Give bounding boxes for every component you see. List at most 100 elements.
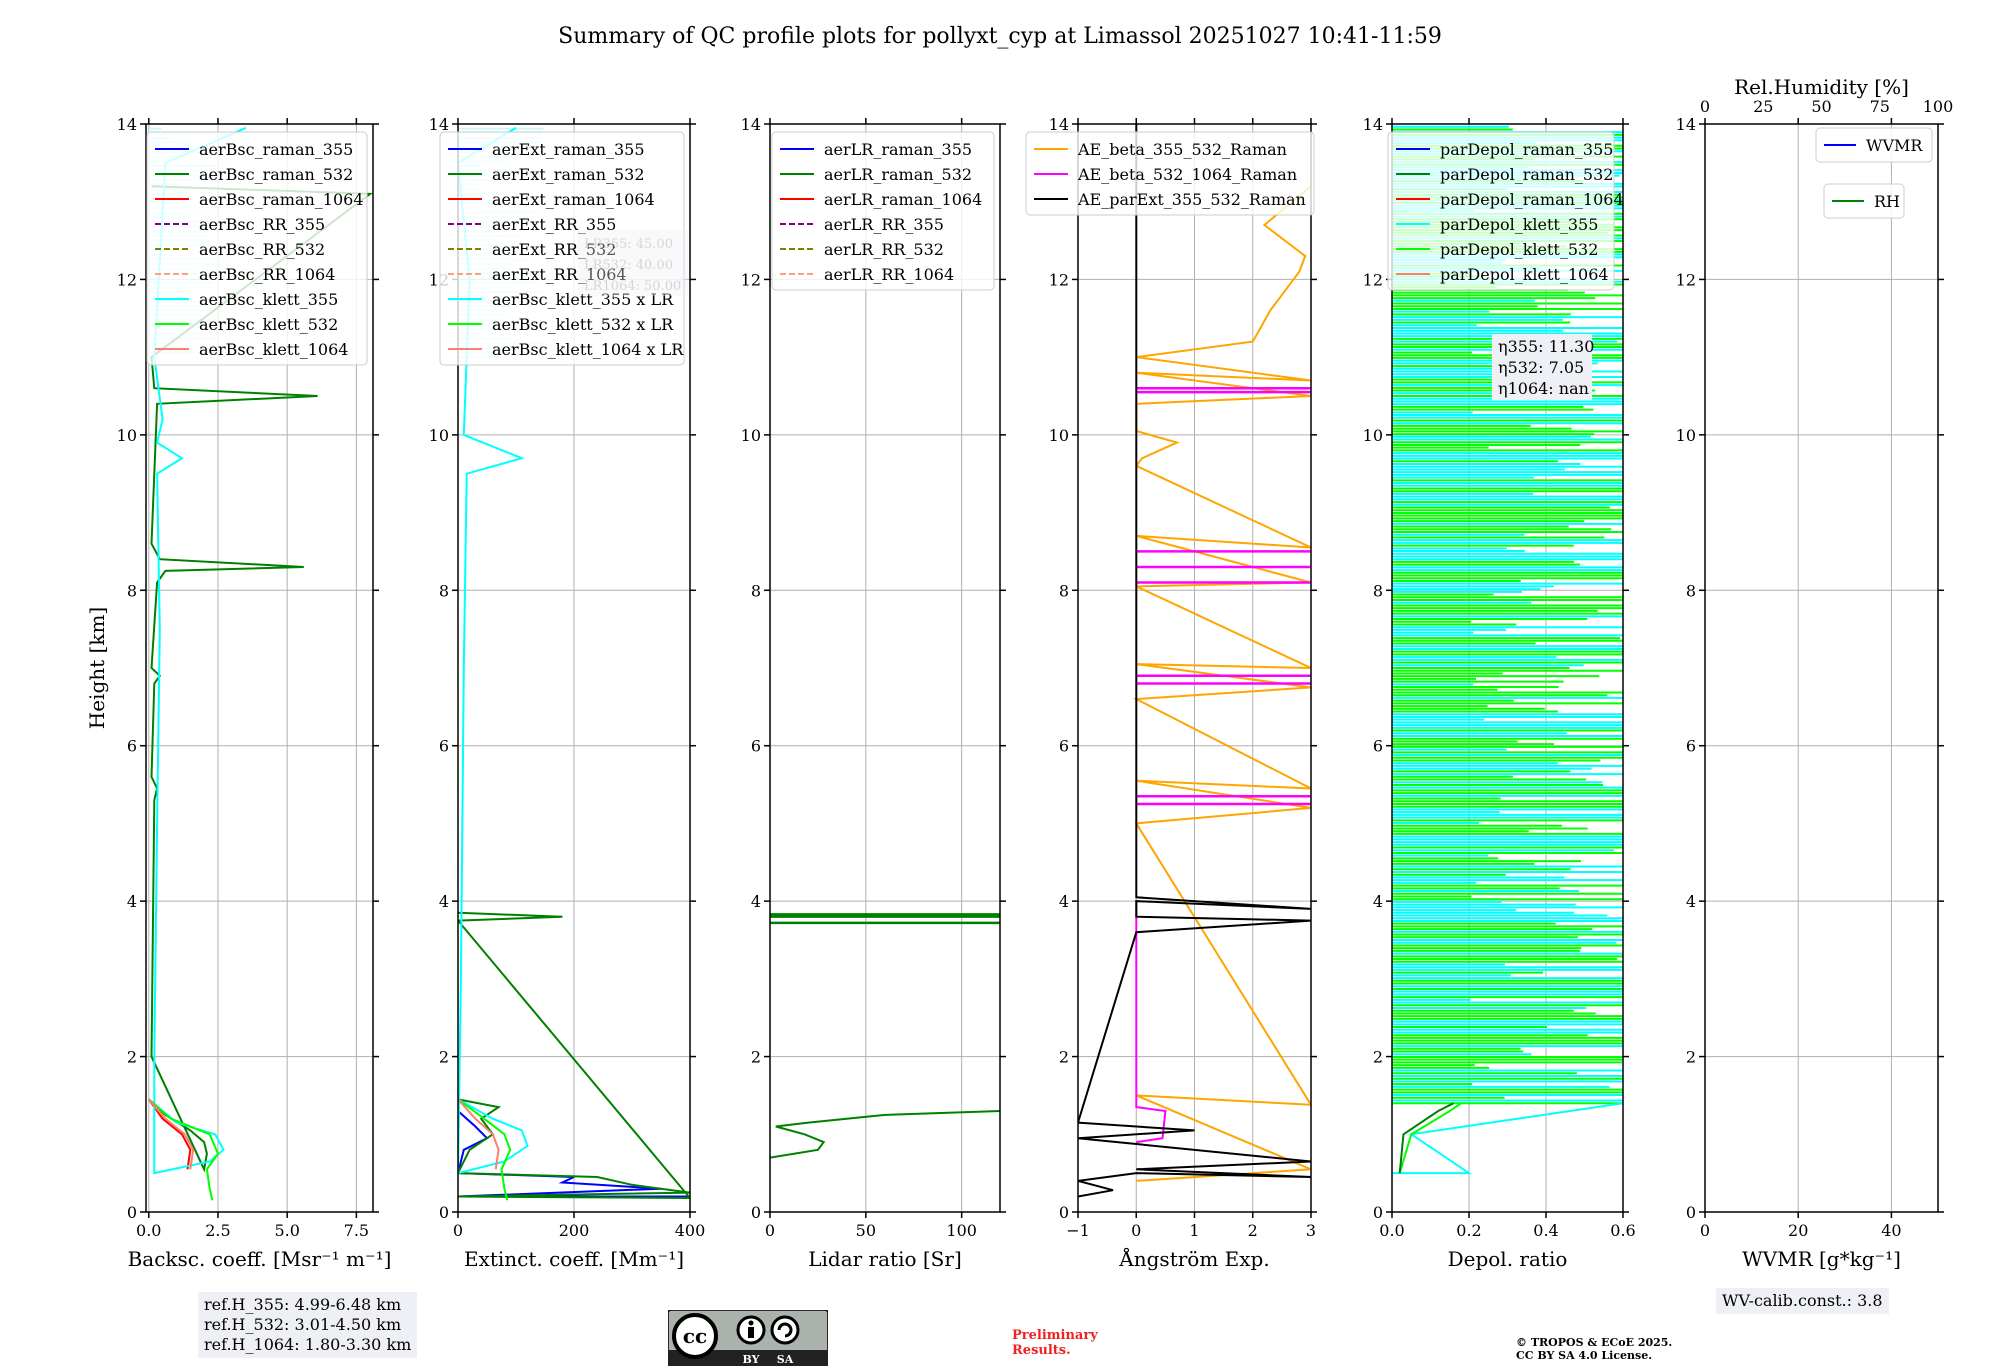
annotation-box: LR355: 45.00 LR532: 40.00 LR1064: 50.00 [578,230,688,296]
x-tick-label: 1 [1189,1221,1199,1240]
plot-area [770,913,1000,1159]
top-x-tick-label: 25 [1753,97,1773,116]
annotation-box: η355: 11.30 η532: 7.05 η1064: nan [1492,334,1594,400]
legend-label: aerBsc_raman_532 [199,165,353,184]
legend-label: parDepol_klett_1064 [1440,265,1609,284]
legend-label: AE_parExt_355_532_Raman [1077,190,1306,209]
y-tick-label: 14 [429,115,449,134]
y-tick-label: 10 [741,426,761,445]
cc-icon: cc [672,1313,718,1359]
legend-label: parDepol_klett_532 [1440,240,1598,259]
x-axis-label: WVMR [g*kg⁻¹] [1742,1247,1901,1271]
legend-label: aerLR_raman_1064 [824,190,982,209]
series-AE_beta_355_532_Raman [1132,185,1311,1182]
y-tick-label: 8 [127,581,137,600]
series-aerBsc_klett_355 [148,126,247,1175]
wv-calib-box: WV-calib.const.: 3.8 [1716,1288,1889,1314]
y-tick-label: 8 [751,581,761,600]
x-tick-label: 2 [1248,1221,1258,1240]
legend-box [1815,127,1933,163]
legend-box [146,131,368,366]
y-tick-label: 12 [1049,270,1069,289]
preliminary-line-1: Preliminary [1012,1328,1098,1343]
y-tick-label: 2 [1686,1048,1696,1067]
axes-frame [145,123,374,1213]
annotation-bg [578,230,688,296]
x-tick-label: 0.2 [1456,1221,1481,1240]
legend-label: parDepol_raman_355 [1440,140,1613,159]
x-tick-label: 40 [1881,1221,1901,1240]
x-tick-label: 2.5 [205,1221,230,1240]
legend-label: aerBsc_RR_532 [199,240,325,259]
wv-calib-text: WV-calib.const.: 3.8 [1722,1291,1883,1310]
x-tick-label: 5.0 [274,1221,299,1240]
legend-label: aerBsc_klett_532 [199,315,338,334]
y-tick-label: 8 [1059,581,1069,600]
legend-rh: RH [1823,183,1905,219]
y-tick-label: 12 [1363,270,1383,289]
series-aerBsc_klett_532 x LR [458,1098,512,1201]
legend: aerBsc_raman_355 aerBsc_raman_532 aerBsc_r… [146,131,368,366]
x-axis-label: Backsc. coeff. [Msr⁻¹ m⁻¹] [128,1247,392,1271]
legend-label: aerLR_RR_1064 [824,265,954,284]
y-tick-label: 0 [751,1203,761,1222]
legend-label: aerBsc_RR_1064 [199,265,335,284]
legend-label: aerLR_raman_532 [824,165,972,184]
legend-label: parDepol_raman_1064 [1440,190,1624,209]
series-aerBsc_raman_532 [148,185,373,1173]
x-axis-label: Extinct. coeff. [Mm⁻¹] [464,1247,684,1271]
legend-label: aerBsc_klett_1064 [199,340,348,359]
y-tick-label: 2 [751,1048,761,1067]
legend: aerLR_raman_355 aerLR_raman_532 aerLR_rama… [771,131,995,291]
preliminary-notice: Preliminary Results. [1012,1328,1098,1358]
x-tick-label: −1 [1066,1221,1090,1240]
legend-label: parDepol_klett_355 [1440,215,1598,234]
panel-depol: 0.0 0.2 0.4 0.6 0 2 4 6 8 10 12 14 Depol. ratio parDe… [1363,115,1636,1271]
annotation-line: LR355: 45.00 [584,237,673,252]
top-x-tick-label: 0 [1700,97,1710,116]
y-tick-label: 0 [439,1203,449,1222]
ref-height-1064: ref.H_1064: 1.80-3.30 km [204,1335,412,1354]
attribution-icon [736,1315,766,1345]
y-tick-label: 0 [1059,1203,1069,1222]
y-tick-label: 10 [117,426,137,445]
top-x-tick-label: 50 [1811,97,1831,116]
panel-wvmr: 0 20 40 0 2 4 6 8 10 12 14 WVMR [g*kg⁻¹] 0 25 50 75 100 R… [1676,75,1954,1271]
x-tick-label: 0 [765,1221,775,1240]
series-aerBsc_raman_1064 [147,1098,192,1170]
y-tick-label: 10 [429,426,449,445]
axes-frame [769,123,1001,1213]
legend-label: aerBsc_klett_532 x LR [492,315,674,334]
legend-label: aerExt_RR_355 [492,215,616,234]
legend-label: aerBsc_raman_1064 [199,190,364,209]
series-aerExt_raman_532 [458,911,690,1200]
cc-license-badge: cc BY SA [667,1309,829,1367]
x-tick-label: 100 [946,1221,977,1240]
y-tick-label: 14 [117,115,137,134]
x-tick-label: 7.5 [344,1221,369,1240]
x-tick-label: 0 [453,1221,463,1240]
ref-height-355: ref.H_355: 4.99-6.48 km [204,1295,402,1314]
y-tick-label: 12 [1676,270,1696,289]
annotation-line: η1064: nan [1498,379,1589,398]
legend-label: aerBsc_klett_1064 x LR [492,340,684,359]
legend-box [1025,131,1315,216]
copyright-line-2: CC BY SA 4.0 License. [1516,1349,1653,1362]
y-tick-label: 6 [1686,737,1696,756]
legend: AE_beta_355_532_Raman AE_beta_532_1064_Ra… [1025,131,1315,216]
annotation-line: η532: 7.05 [1498,358,1584,377]
legend-wvmr: WVMR [1815,127,1933,163]
ref-height-532: ref.H_532: 3.01-4.50 km [204,1315,402,1334]
x-tick-label: 200 [559,1221,590,1240]
legend-label: aerBsc_klett_355 [199,290,338,309]
annotation-bg [1492,334,1592,400]
y-tick-label: 2 [1373,1048,1383,1067]
legend-label: aerExt_raman_1064 [492,190,655,209]
x-tick-label: 3 [1306,1221,1316,1240]
y-tick-label: 6 [127,737,137,756]
legend-label: AE_beta_355_532_Raman [1077,140,1287,159]
series-parDepol_klett_355 [1392,1102,1623,1175]
y-tick-label: 4 [1373,892,1383,911]
legend-label: aerLR_RR_532 [824,240,944,259]
